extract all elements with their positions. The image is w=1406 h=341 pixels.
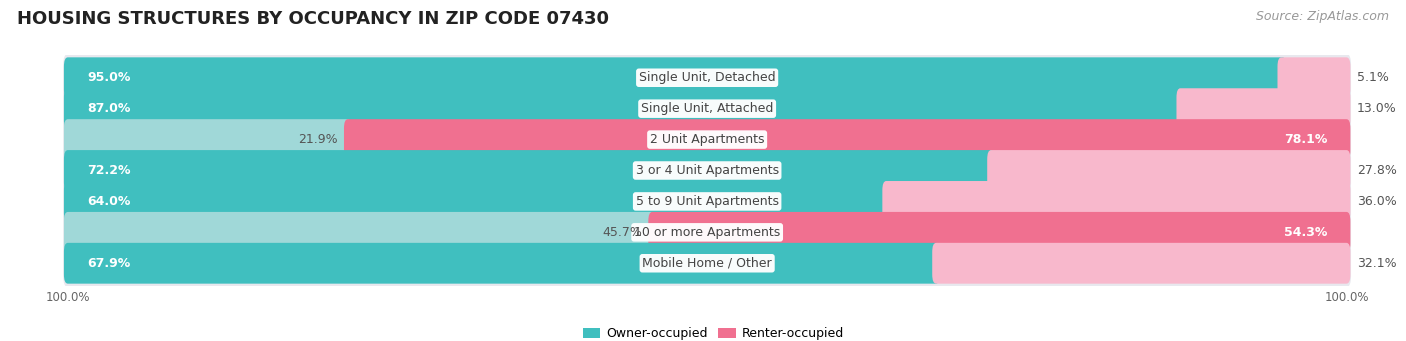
FancyBboxPatch shape: [932, 243, 1350, 284]
FancyBboxPatch shape: [63, 147, 1351, 194]
FancyBboxPatch shape: [63, 54, 1351, 102]
Text: 54.3%: 54.3%: [1284, 226, 1327, 239]
FancyBboxPatch shape: [63, 239, 1351, 287]
FancyBboxPatch shape: [1278, 57, 1350, 98]
FancyBboxPatch shape: [63, 178, 1351, 225]
FancyBboxPatch shape: [63, 150, 995, 191]
Text: 45.7%: 45.7%: [602, 226, 643, 239]
FancyBboxPatch shape: [63, 116, 1351, 163]
Text: 32.1%: 32.1%: [1357, 257, 1396, 270]
FancyBboxPatch shape: [63, 88, 1184, 129]
Text: 13.0%: 13.0%: [1357, 102, 1396, 115]
Text: 64.0%: 64.0%: [87, 195, 131, 208]
Text: 87.0%: 87.0%: [87, 102, 131, 115]
FancyBboxPatch shape: [63, 243, 939, 284]
Text: Single Unit, Attached: Single Unit, Attached: [641, 102, 773, 115]
Text: 10 or more Apartments: 10 or more Apartments: [634, 226, 780, 239]
Text: Mobile Home / Other: Mobile Home / Other: [643, 257, 772, 270]
FancyBboxPatch shape: [883, 181, 1350, 222]
Text: 95.0%: 95.0%: [87, 71, 131, 84]
Text: Source: ZipAtlas.com: Source: ZipAtlas.com: [1256, 10, 1389, 23]
Text: 36.0%: 36.0%: [1357, 195, 1396, 208]
FancyBboxPatch shape: [63, 212, 657, 253]
Text: 27.8%: 27.8%: [1357, 164, 1396, 177]
Text: 72.2%: 72.2%: [87, 164, 131, 177]
FancyBboxPatch shape: [648, 212, 1350, 253]
Text: 5.1%: 5.1%: [1357, 71, 1389, 84]
Text: 5 to 9 Unit Apartments: 5 to 9 Unit Apartments: [636, 195, 779, 208]
Text: HOUSING STRUCTURES BY OCCUPANCY IN ZIP CODE 07430: HOUSING STRUCTURES BY OCCUPANCY IN ZIP C…: [17, 10, 609, 28]
FancyBboxPatch shape: [987, 150, 1350, 191]
Text: 21.9%: 21.9%: [298, 133, 337, 146]
Text: 78.1%: 78.1%: [1284, 133, 1327, 146]
FancyBboxPatch shape: [63, 85, 1351, 132]
FancyBboxPatch shape: [344, 119, 1350, 160]
FancyBboxPatch shape: [63, 209, 1351, 256]
FancyBboxPatch shape: [1177, 88, 1350, 129]
FancyBboxPatch shape: [63, 119, 352, 160]
FancyBboxPatch shape: [63, 57, 1286, 98]
Text: 2 Unit Apartments: 2 Unit Apartments: [650, 133, 765, 146]
Text: 67.9%: 67.9%: [87, 257, 131, 270]
Legend: Owner-occupied, Renter-occupied: Owner-occupied, Renter-occupied: [578, 322, 849, 341]
FancyBboxPatch shape: [63, 181, 890, 222]
Text: 3 or 4 Unit Apartments: 3 or 4 Unit Apartments: [636, 164, 779, 177]
Text: Single Unit, Detached: Single Unit, Detached: [638, 71, 776, 84]
